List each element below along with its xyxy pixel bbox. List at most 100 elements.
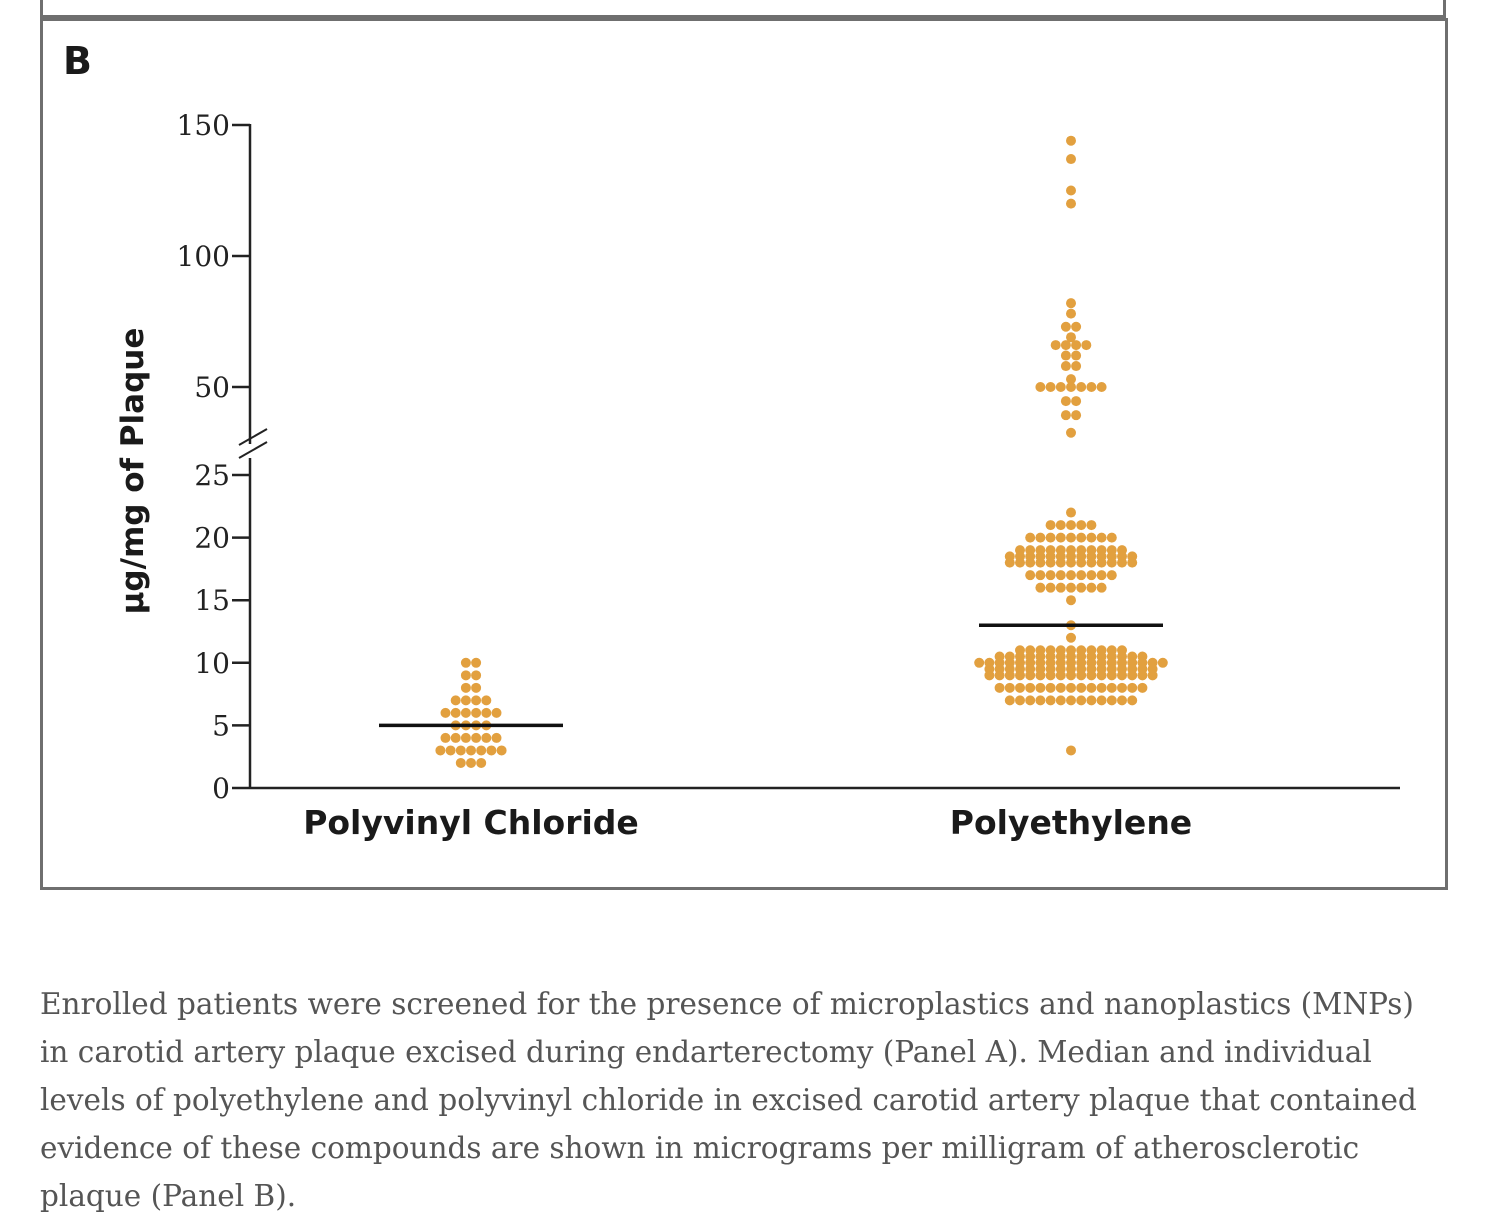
data-point [445,745,456,756]
figure-panel-b: B 0 5 10 15 20 25 50 100 150 Polyvinyl Chloride P… [40,18,1448,890]
data-point [1055,532,1066,543]
data-point [1015,670,1025,681]
data-point [476,745,487,756]
data-point [1066,507,1076,518]
data-point [1025,670,1036,681]
data-point [1055,582,1066,593]
data-point [1060,410,1071,421]
data-point [1066,682,1076,693]
data-point [1066,670,1076,681]
data-point [1066,332,1076,343]
data-point [1086,382,1097,392]
data-point [1096,557,1107,568]
data-point [1071,321,1082,332]
data-point [1045,582,1056,593]
data-point [1060,321,1071,332]
previous-panel-frame [40,0,1446,18]
data-point [1045,382,1056,392]
data-point [1117,695,1127,706]
data-point [1055,695,1066,706]
data-point [1060,350,1071,361]
data-point [1025,532,1036,543]
data-point [974,657,985,668]
data-point [1071,350,1082,361]
data-point [1035,382,1046,392]
data-point [1066,557,1076,568]
data-point [1055,382,1066,392]
data-point [1137,670,1148,681]
data-point [1025,557,1036,568]
data-point [1117,557,1127,568]
data-point [1055,682,1066,693]
y-tick-label: 25 [194,459,230,492]
data-point [1106,695,1117,706]
data-point [460,682,471,693]
data-point [1096,582,1107,593]
data-point [1076,520,1087,531]
data-point [1066,308,1076,319]
data-point [1066,427,1076,438]
data-point [1066,582,1076,593]
data-point [1035,582,1046,593]
category-labels-group: Polyvinyl Chloride Polyethylene [303,803,1192,842]
y-tick-label: 0 [212,772,230,805]
data-point [471,682,482,693]
data-point [1086,682,1097,693]
data-point [1086,532,1097,543]
y-tick-label: 100 [177,240,230,273]
data-point [984,670,995,681]
data-point [460,670,471,681]
data-point [460,707,471,718]
y-tick-label: 10 [194,647,230,680]
data-point [1096,532,1107,543]
data-point [481,732,492,743]
data-point [1076,695,1087,706]
data-point [1076,382,1087,392]
median-lines-group [379,623,1163,728]
data-point [491,707,502,718]
data-point [450,707,461,718]
y-axis-title: µg/mg of Plaque [115,328,151,615]
data-point [1086,570,1097,581]
data-point [481,707,492,718]
data-point [455,757,466,768]
data-point [1086,520,1097,531]
data-point [476,757,487,768]
data-point [1066,632,1076,643]
data-point [1060,361,1071,372]
data-point [1117,682,1127,693]
data-point [1106,557,1117,568]
data-point [1157,657,1168,668]
data-point [1076,682,1087,693]
data-point [466,745,476,756]
data-point [1066,198,1076,209]
data-point [1096,695,1107,706]
data-point [471,670,482,681]
data-point [994,682,1005,693]
data-point [1096,670,1107,681]
data-point [450,695,461,706]
data-point [1066,595,1076,606]
data-point [1086,582,1097,593]
data-point [466,757,476,768]
y-tick-label: 150 [177,109,230,142]
data-point [1060,396,1071,407]
data-point [1096,682,1107,693]
data-point [1071,340,1082,351]
data-point [1045,557,1056,568]
data-point [1035,682,1046,693]
data-point [471,657,482,668]
data-point [1096,570,1107,581]
data-point [1025,695,1036,706]
data-point [1015,557,1025,568]
data-point [491,732,502,743]
data-point [1127,670,1138,681]
data-point [1066,382,1076,392]
data-point [1127,682,1138,693]
data-point [1137,682,1148,693]
data-point [1066,185,1076,196]
data-point [1066,520,1076,531]
data-point [1035,532,1046,543]
data-point [1086,695,1097,706]
